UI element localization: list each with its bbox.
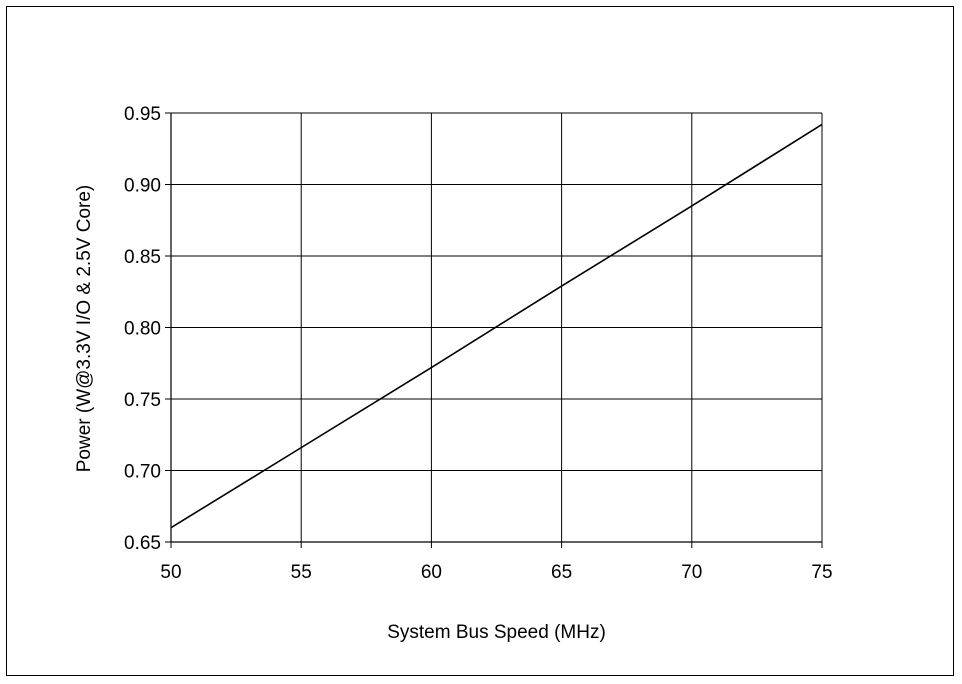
y-tick-label: 0.80 (124, 319, 161, 340)
series-layer (170, 123, 823, 529)
chart-frame (6, 6, 954, 676)
y-tick-label: 0.95 (124, 104, 161, 125)
x-tick-label: 65 (551, 562, 572, 583)
x-tick-label: 50 (160, 562, 181, 583)
x-tick-label: 55 (291, 562, 312, 583)
series-line (170, 123, 823, 529)
axes: 50 55 60 65 70 75 0.65 0.70 0.75 0.80 0.85 0.90 0.95 (124, 104, 833, 583)
x-tick-label: 60 (421, 562, 442, 583)
x-axis-title: System Bus Speed (MHz) (387, 622, 606, 643)
y-tick-label: 0.70 (124, 462, 161, 483)
y-tick-label: 0.85 (124, 247, 161, 268)
x-tick-label: 70 (681, 562, 702, 583)
x-tick-label: 75 (811, 562, 832, 583)
y-axis-title: Power (W@3.3V I/O & 2.5V Core) (74, 185, 95, 473)
y-tick-label: 0.75 (124, 390, 161, 411)
y-tick-label: 0.90 (124, 176, 161, 197)
y-tick-label: 0.65 (124, 533, 161, 554)
